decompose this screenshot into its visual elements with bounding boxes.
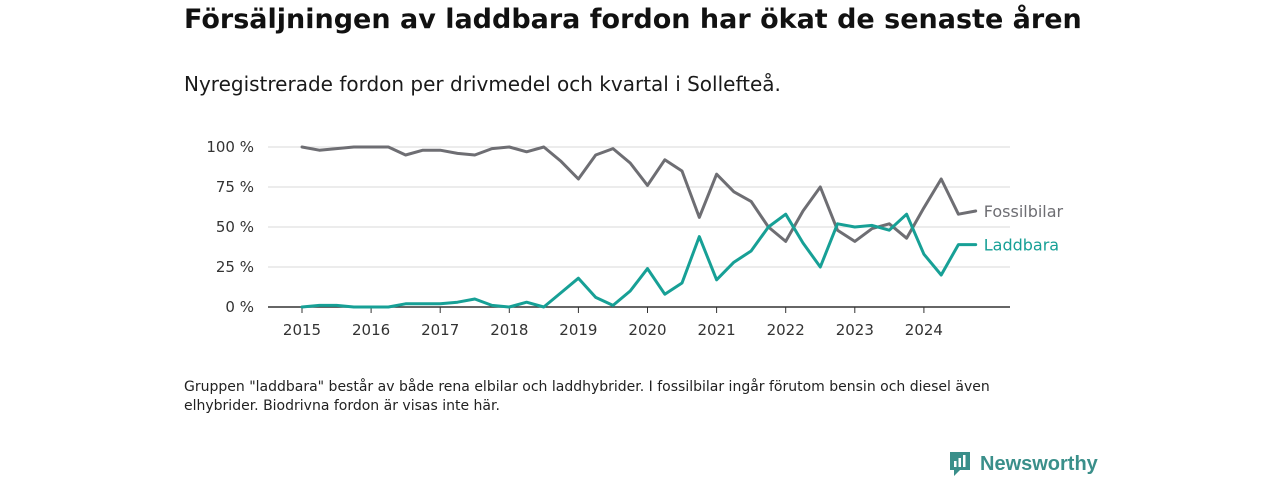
- series-line-fossilbilar: [300, 145, 978, 243]
- brand-name: Newsworthy: [980, 452, 1098, 475]
- x-tick-label: 2018: [490, 321, 528, 339]
- chart-subtitle: Nyregistrerade fordon per drivmedel och …: [184, 72, 781, 96]
- series-lines: [300, 145, 978, 309]
- x-tick-label: 2015: [283, 321, 321, 339]
- axes: 0 % 25 % 50 % 75 % 100 % 2015 2016 2017 2018 2019…: [206, 138, 1010, 339]
- brand-logo: Newsworthy: [948, 450, 1098, 478]
- series-label-laddbara: Laddbara: [984, 236, 1059, 255]
- x-tick-label: 2021: [698, 321, 736, 339]
- y-tick-label: 0 %: [225, 298, 254, 316]
- series-line-laddbara: [300, 212, 978, 309]
- x-tick-label: 2023: [836, 321, 874, 339]
- newsworthy-logo-icon: [950, 452, 970, 476]
- series-labels: Fossilbilar Laddbara: [984, 202, 1064, 255]
- grid-lines: [268, 146, 1010, 268]
- x-tick-label: 2017: [421, 321, 459, 339]
- x-tick-label: 2024: [905, 321, 943, 339]
- x-tick-label: 2019: [559, 321, 597, 339]
- chart-title: Försäljningen av laddbara fordon har öka…: [184, 4, 1082, 35]
- y-tick-label: 50 %: [216, 218, 254, 236]
- x-tick-label: 2016: [352, 321, 390, 339]
- x-tick-label: 2022: [767, 321, 805, 339]
- line-chart: 0 % 25 % 50 % 75 % 100 % 2015 2016 2017 2018 2019…: [206, 138, 1064, 339]
- footnote: Gruppen "laddbara" består av både rena e…: [184, 379, 990, 414]
- x-tick-label: 2020: [628, 321, 666, 339]
- y-tick-label: 25 %: [216, 258, 254, 276]
- y-tick-label: 75 %: [216, 178, 254, 196]
- series-label-fossilbilar: Fossilbilar: [984, 202, 1064, 221]
- y-tick-label: 100 %: [206, 138, 254, 156]
